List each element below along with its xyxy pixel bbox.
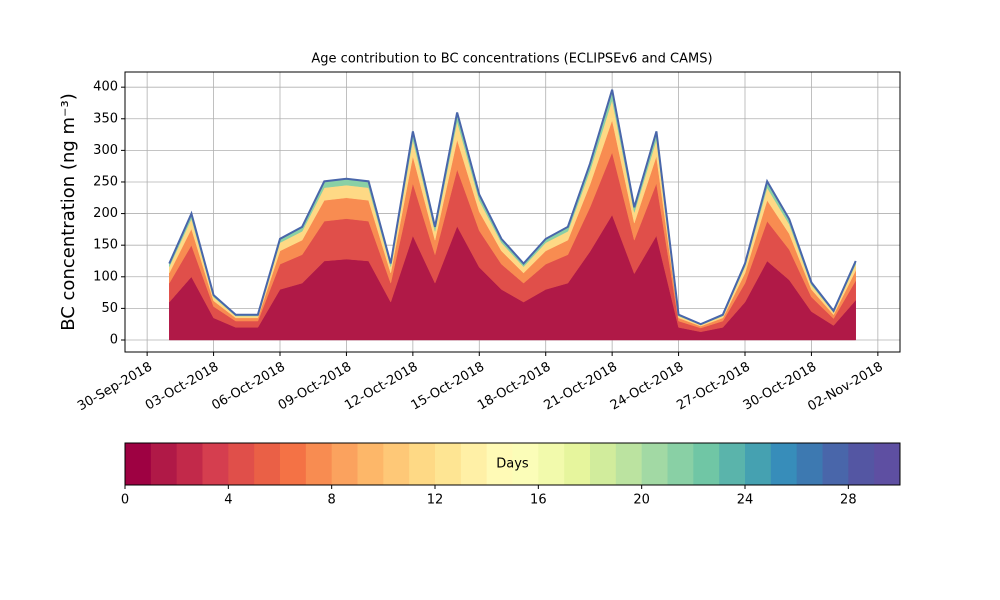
colorbar-tick-label: 16 bbox=[530, 493, 547, 508]
colorbar-swatch bbox=[590, 443, 617, 485]
y-tick-label: 150 bbox=[93, 238, 118, 253]
colorbar-swatch bbox=[538, 443, 565, 485]
colorbar-swatch bbox=[719, 443, 746, 485]
colorbar-swatch bbox=[305, 443, 333, 485]
colorbar-tick-label: 0 bbox=[121, 493, 129, 508]
colorbar-swatch bbox=[796, 443, 823, 485]
colorbar-swatch bbox=[615, 443, 643, 485]
y-tick-label: 400 bbox=[93, 80, 118, 95]
colorbar-tick-label: 28 bbox=[840, 493, 857, 508]
colorbar-swatch bbox=[176, 443, 203, 485]
colorbar-swatch bbox=[228, 443, 255, 485]
x-tick-label: 06-Oct-2018 bbox=[209, 360, 287, 414]
x-tick-label: 27-Oct-2018 bbox=[674, 360, 752, 414]
colorbar-swatch bbox=[383, 443, 410, 485]
colorbar-swatch bbox=[486, 443, 513, 485]
y-tick-label: 350 bbox=[93, 111, 118, 126]
colorbar-swatch bbox=[409, 443, 436, 485]
colorbar-swatch bbox=[331, 443, 358, 485]
colorbar-swatch bbox=[202, 443, 229, 485]
x-tick-label: 09-Oct-2018 bbox=[276, 360, 354, 414]
colorbar-swatch bbox=[357, 443, 384, 485]
colorbar-swatch bbox=[280, 443, 307, 485]
colorbar-swatch bbox=[254, 443, 281, 485]
plot-frame bbox=[124, 71, 901, 353]
colorbar-swatch bbox=[693, 443, 720, 485]
x-tick-label: 03-Oct-2018 bbox=[143, 360, 221, 414]
colorbar-frame bbox=[124, 442, 901, 486]
colorbar-swatch bbox=[848, 443, 875, 485]
x-tick-label: 24-Oct-2018 bbox=[608, 360, 686, 414]
x-tick-label: 15-Oct-2018 bbox=[409, 360, 487, 414]
colorbar-swatch bbox=[641, 443, 668, 485]
colorbar-tick-label: 4 bbox=[224, 493, 232, 508]
colorbar-swatch bbox=[745, 443, 772, 485]
colorbar-tick-label: 24 bbox=[737, 493, 754, 508]
y-tick-label: 100 bbox=[93, 269, 118, 284]
colorbar-label: Days bbox=[496, 457, 529, 472]
colorbar-swatch bbox=[150, 443, 178, 485]
y-tick-label: 300 bbox=[93, 143, 118, 158]
x-tick-label: 12-Oct-2018 bbox=[342, 360, 420, 414]
colorbar-tick-label: 8 bbox=[328, 493, 336, 508]
y-tick-label: 200 bbox=[93, 206, 118, 221]
x-tick-label: 21-Oct-2018 bbox=[542, 360, 620, 414]
colorbar-tick-label: 20 bbox=[633, 493, 650, 508]
colorbar-swatch bbox=[770, 443, 798, 485]
y-axis-label: BC concentration (ng m⁻³) bbox=[58, 93, 79, 331]
total-line bbox=[168, 89, 857, 326]
colorbar-swatch bbox=[667, 443, 694, 485]
x-tick-label: 02-Nov-2018 bbox=[805, 360, 885, 415]
y-tick-label: 0 bbox=[110, 332, 118, 347]
colorbar-swatch bbox=[822, 443, 849, 485]
colorbar-swatch bbox=[512, 443, 539, 485]
x-tick-label: 30-Sep-2018 bbox=[75, 360, 155, 415]
colorbar-swatch bbox=[125, 443, 152, 485]
colorbar-swatch bbox=[435, 443, 462, 485]
y-tick-label: 250 bbox=[93, 174, 118, 189]
colorbar-swatch bbox=[874, 443, 901, 485]
x-tick-label: 18-Oct-2018 bbox=[475, 360, 553, 414]
colorbar-tick-label: 12 bbox=[427, 493, 444, 508]
colorbar-swatch bbox=[460, 443, 488, 485]
chart-title: Age contribution to BC concentrations (E… bbox=[311, 52, 712, 67]
colorbar-swatch bbox=[564, 443, 591, 485]
y-tick-label: 50 bbox=[101, 301, 118, 316]
